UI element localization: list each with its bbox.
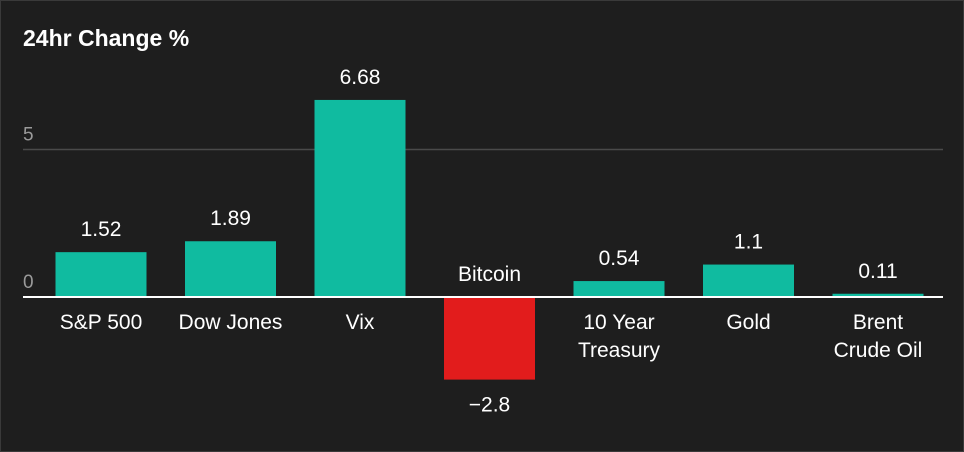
bar <box>185 241 276 297</box>
y-tick-label: 5 <box>23 125 34 146</box>
data-label: 6.68 <box>340 66 381 89</box>
bar <box>832 293 924 297</box>
bar <box>314 99 406 297</box>
category-label: Dow Jones <box>179 311 283 334</box>
data-label: 1.52 <box>81 218 122 241</box>
category-label: 10 Year <box>583 311 654 334</box>
data-label: 0.11 <box>858 260 897 283</box>
category-label: Crude Oil <box>834 339 923 362</box>
chart-title: 24hr Change % <box>23 25 190 51</box>
bar <box>703 264 794 297</box>
category-label: S&P 500 <box>60 311 143 334</box>
y-tick-label: 0 <box>23 272 34 293</box>
bar <box>444 297 535 380</box>
category-label: Bitcoin <box>458 263 521 286</box>
category-label: Brent <box>853 311 903 334</box>
data-label: 1.89 <box>210 207 251 230</box>
category-label: Treasury <box>578 339 661 362</box>
data-label: 1.1 <box>734 231 763 254</box>
bar <box>55 252 147 297</box>
category-label: Vix <box>346 311 375 334</box>
data-label: −2.8 <box>469 394 510 417</box>
data-label: 0.54 <box>599 247 640 270</box>
bar <box>573 281 665 297</box>
category-label: Gold <box>726 311 770 334</box>
